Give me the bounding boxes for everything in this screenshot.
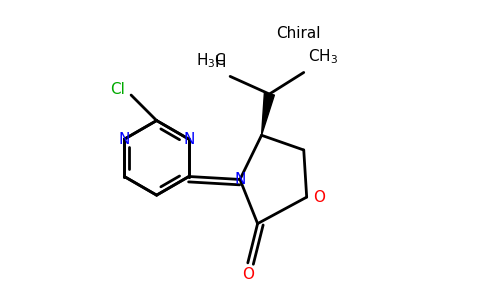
Polygon shape [261,93,274,135]
Text: Chiral: Chiral [276,26,321,41]
Text: H$_3$C: H$_3$C [196,51,226,70]
Text: N: N [234,172,246,187]
Text: N: N [119,132,130,147]
Text: Cl: Cl [110,82,125,97]
Text: H: H [215,55,226,70]
Text: N: N [183,132,195,147]
Text: O: O [314,190,325,205]
Text: O: O [242,267,254,282]
Text: CH$_3$: CH$_3$ [308,47,338,66]
